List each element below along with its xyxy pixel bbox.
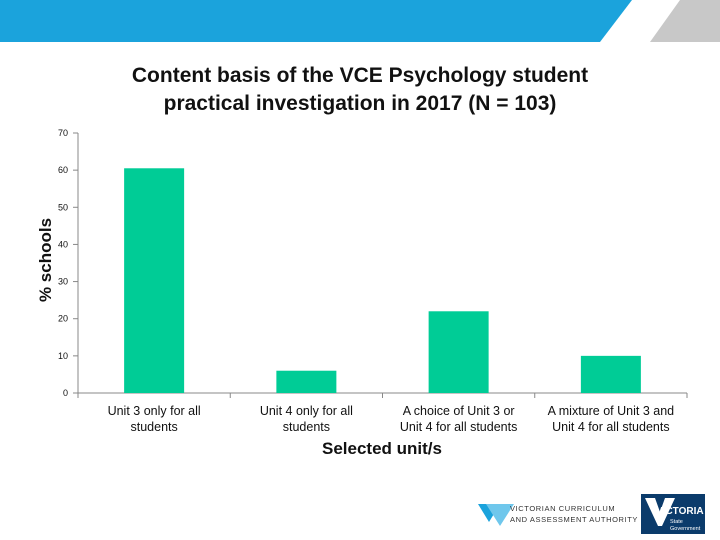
vcaa-logo-text-1: VICTORIAN CURRICULUM: [510, 504, 615, 513]
victoria-government-logo: VICTORIA State Government: [641, 494, 705, 534]
bar-2: [276, 370, 337, 393]
chart-title-line-1: Content basis of the VCE Psychology stud…: [131, 64, 589, 87]
x-tick-label-1: Unit 3 only for all students: [108, 404, 201, 434]
x-tick-label-3: A choice of Unit 3 or Unit 4 for all stud…: [400, 404, 517, 434]
y-tick-label: 20: [58, 314, 68, 324]
y-tick-label: 70: [58, 128, 68, 138]
vcaa-logo-text-2: AND ASSESSMENT AUTHORITY: [510, 515, 638, 524]
bar-4: [580, 355, 641, 393]
top-banner: [0, 0, 720, 42]
x-tick-labels: Unit 3 only for all students Unit 4 only f…: [108, 404, 675, 434]
bar-3: [428, 311, 489, 393]
victoria-logo-sub-1: State: [670, 519, 683, 525]
vcaa-logo-mark-inner-icon: [486, 504, 514, 526]
banner-blue-band: [0, 0, 632, 42]
y-tick-label: 0: [63, 388, 68, 398]
y-axis: 0 10 20 30 40 50 60 70: [58, 128, 79, 398]
vcaa-logo: VICTORIAN CURRICULUM AND ASSESSMENT AUTH…: [478, 504, 638, 526]
chart-title-line-2: practical investigation in 2017 (N = 103…: [163, 92, 557, 115]
banner-grey-band: [650, 0, 720, 42]
y-tick-label: 30: [58, 277, 68, 287]
victoria-logo-v-mark-icon: [645, 498, 675, 526]
victoria-logo-word: VICTORIA: [656, 506, 704, 517]
y-tick-label: 60: [58, 165, 68, 175]
bars: [124, 168, 641, 393]
y-tick-label: 40: [58, 239, 68, 249]
x-tick-label-4: A mixture of Unit 3 and Unit 4 for all st…: [548, 404, 675, 434]
y-tick-label: 50: [58, 202, 68, 212]
chart-title: Content basis of the VCE Psychology stud…: [60, 62, 660, 118]
y-tick-label: 10: [58, 351, 68, 361]
y-axis-label: % schools: [36, 218, 55, 302]
x-axis-label: Selected unit/s: [322, 439, 442, 458]
x-tick-label-2: Unit 4 only for all students: [260, 404, 353, 434]
victoria-logo-sub-2: Government: [670, 526, 701, 532]
bar-1: [124, 168, 185, 393]
